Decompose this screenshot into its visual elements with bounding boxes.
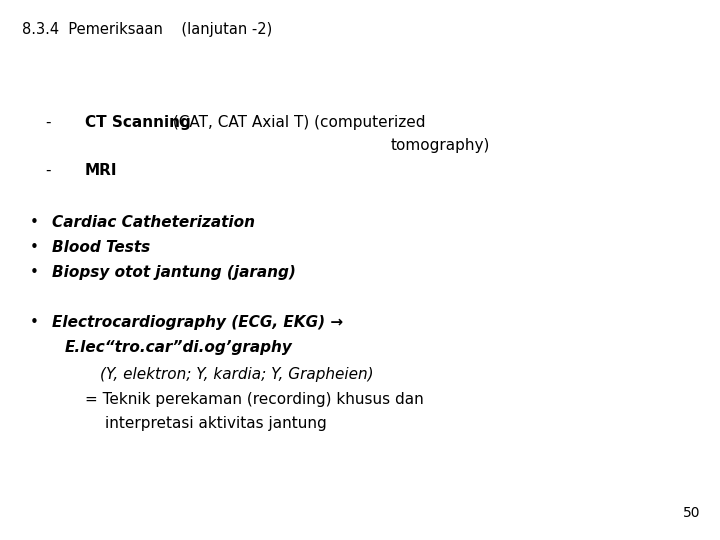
Text: (CAT, CAT Axial T) (computerized: (CAT, CAT Axial T) (computerized [168,115,426,130]
Text: tomography): tomography) [391,138,490,153]
Text: •: • [30,265,39,280]
Text: = Teknik perekaman (recording) khusus dan: = Teknik perekaman (recording) khusus da… [85,392,424,407]
Text: (Y, elektron; Y, kardia; Y, Grapheien): (Y, elektron; Y, kardia; Y, Grapheien) [100,367,374,382]
Text: -: - [45,115,50,130]
Text: Blood Tests: Blood Tests [52,240,150,255]
Text: E.lec“tro.car”di.og’graphy: E.lec“tro.car”di.og’graphy [65,340,293,355]
Text: 8.3.4  Pemeriksaan    (lanjutan -2): 8.3.4 Pemeriksaan (lanjutan -2) [22,22,272,37]
Text: CT Scanning: CT Scanning [85,115,191,130]
Text: -: - [45,163,50,178]
Text: MRI: MRI [85,163,117,178]
Text: Electrocardiography (ECG, EKG) →: Electrocardiography (ECG, EKG) → [52,315,343,330]
Text: interpretasi aktivitas jantung: interpretasi aktivitas jantung [105,416,327,431]
Text: Biopsy otot jantung (jarang): Biopsy otot jantung (jarang) [52,265,296,280]
Text: •: • [30,215,39,230]
Text: 50: 50 [683,506,700,520]
Text: •: • [30,315,39,330]
Text: •: • [30,240,39,255]
Text: Cardiac Catheterization: Cardiac Catheterization [52,215,255,230]
